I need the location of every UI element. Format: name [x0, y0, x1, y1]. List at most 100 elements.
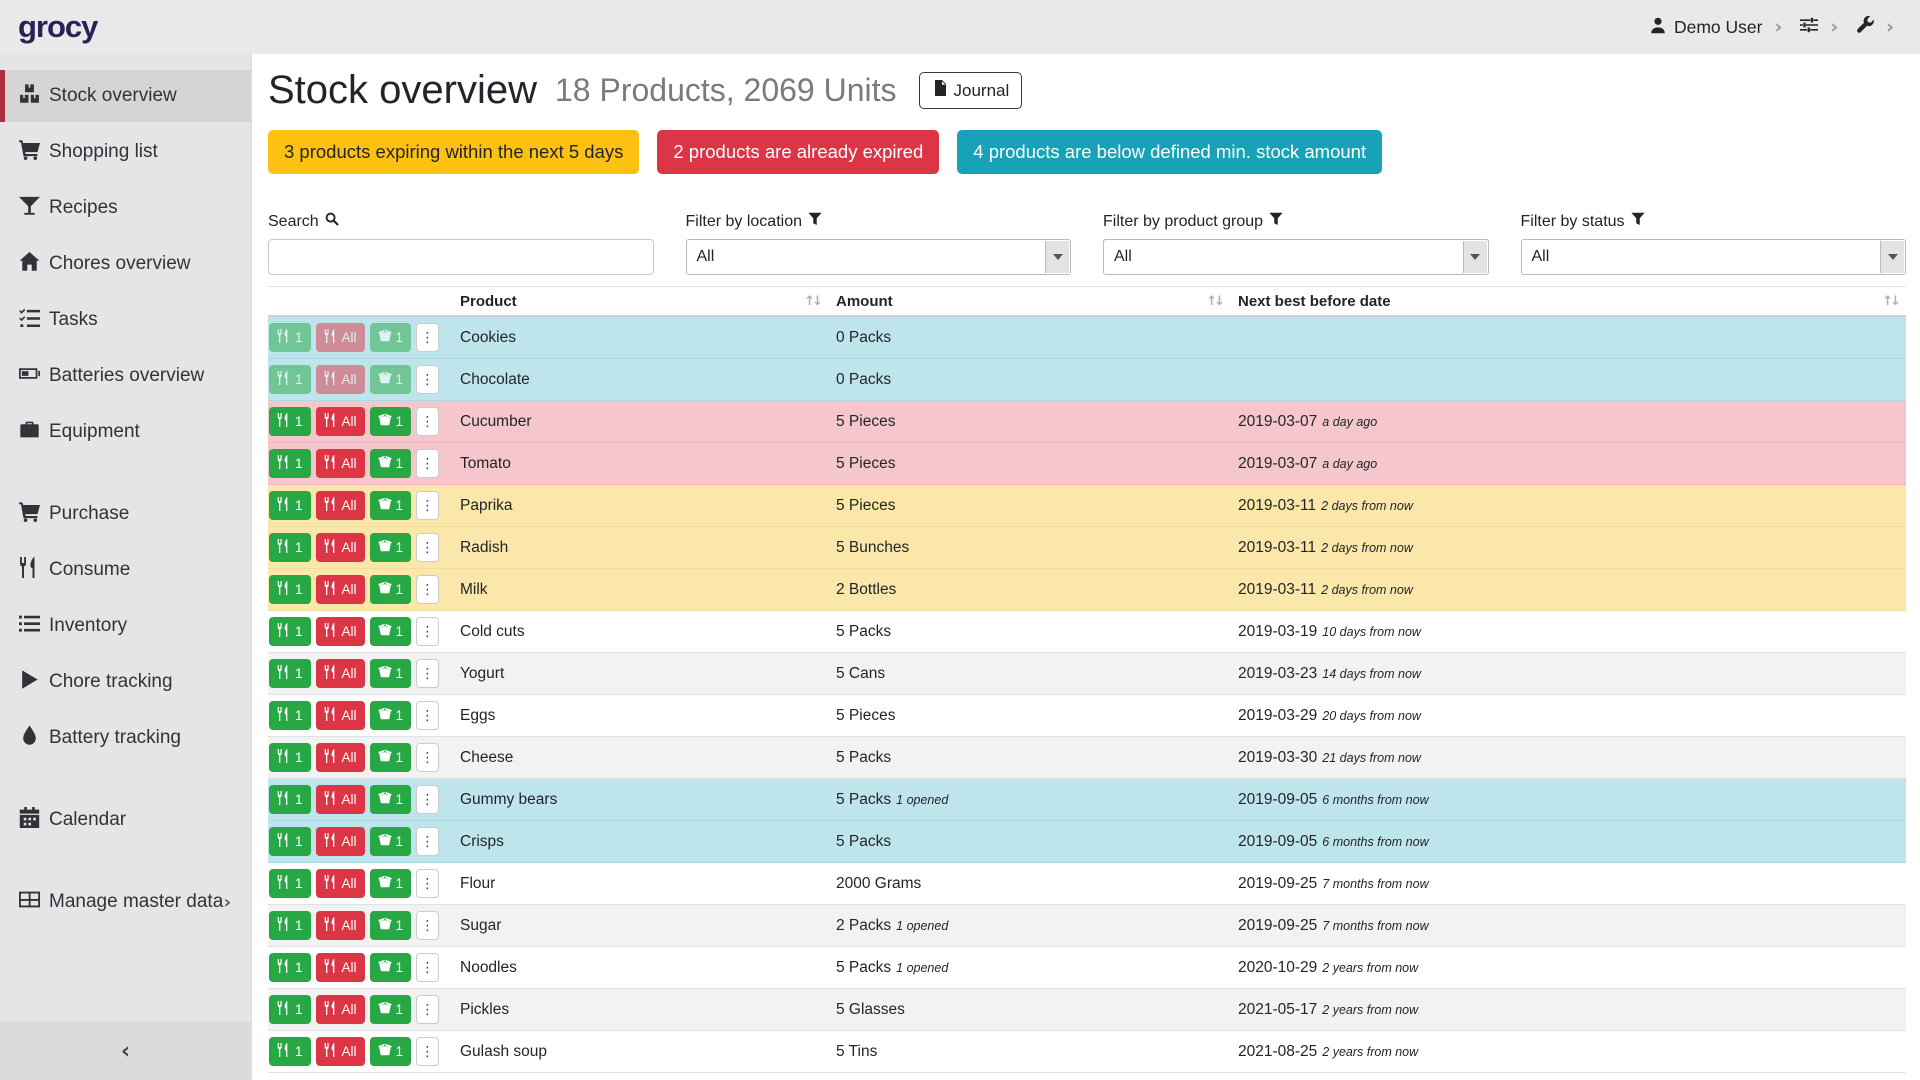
open-one-button[interactable]: 1: [370, 743, 412, 772]
expiring-alert[interactable]: 3 products expiring within the next 5 da…: [268, 130, 639, 174]
consume-one-button[interactable]: 1: [269, 323, 311, 352]
user-menu[interactable]: Demo User: [1649, 16, 1763, 39]
consume-one-button[interactable]: 1: [269, 911, 311, 940]
consume-one-button[interactable]: 1: [269, 743, 311, 772]
row-menu-button[interactable]: ⋮: [416, 323, 439, 352]
open-one-button[interactable]: 1: [370, 953, 412, 982]
admin-menu[interactable]: [1856, 16, 1874, 39]
open-one-button[interactable]: 1: [370, 869, 412, 898]
row-menu-button[interactable]: ⋮: [416, 365, 439, 394]
row-menu-button[interactable]: ⋮: [416, 869, 439, 898]
sidebar-item-consume[interactable]: Consume: [0, 544, 251, 596]
consume-all-button[interactable]: All: [316, 911, 365, 940]
consume-one-button[interactable]: 1: [269, 659, 311, 688]
chevron-right-icon[interactable]: ›: [1830, 16, 1838, 38]
open-one-button[interactable]: 1: [370, 323, 412, 352]
row-menu-button[interactable]: ⋮: [416, 491, 439, 520]
open-one-button[interactable]: 1: [370, 827, 412, 856]
product-column-header[interactable]: Product ↑↓: [452, 293, 828, 310]
consume-all-button[interactable]: All: [316, 617, 365, 646]
sidebar-item-calendar[interactable]: Calendar: [0, 794, 251, 846]
consume-all-button[interactable]: All: [316, 1037, 365, 1066]
consume-one-button[interactable]: 1: [269, 533, 311, 562]
consume-one-button[interactable]: 1: [269, 1037, 311, 1066]
sidebar-item-batteries-overview[interactable]: Batteries overview: [0, 350, 251, 402]
row-menu-button[interactable]: ⋮: [416, 827, 439, 856]
sidebar-item-stock-overview[interactable]: Stock overview: [0, 70, 251, 122]
consume-one-button[interactable]: 1: [269, 575, 311, 604]
settings-menu[interactable]: [1800, 16, 1818, 39]
consume-all-button[interactable]: All: [316, 449, 365, 478]
consume-one-button[interactable]: 1: [269, 995, 311, 1024]
row-menu-button[interactable]: ⋮: [416, 449, 439, 478]
sidebar-item-inventory[interactable]: Inventory: [0, 600, 251, 652]
sidebar-item-chores-overview[interactable]: Chores overview: [0, 238, 251, 290]
open-one-button[interactable]: 1: [370, 911, 412, 940]
location-filter-select[interactable]: All: [686, 239, 1072, 275]
consume-one-button[interactable]: 1: [269, 449, 311, 478]
open-one-button[interactable]: 1: [370, 365, 412, 394]
row-menu-button[interactable]: ⋮: [416, 1037, 439, 1066]
consume-all-button[interactable]: All: [316, 995, 365, 1024]
consume-one-button[interactable]: 1: [269, 827, 311, 856]
row-menu-button[interactable]: ⋮: [416, 995, 439, 1024]
consume-all-button[interactable]: All: [316, 659, 365, 688]
consume-one-button[interactable]: 1: [269, 701, 311, 730]
consume-all-button[interactable]: All: [316, 491, 365, 520]
consume-one-button[interactable]: 1: [269, 869, 311, 898]
consume-one-button[interactable]: 1: [269, 785, 311, 814]
sidebar-item-tasks[interactable]: Tasks: [0, 294, 251, 346]
consume-all-button[interactable]: All: [316, 575, 365, 604]
consume-all-button[interactable]: All: [316, 785, 365, 814]
sidebar-item-recipes[interactable]: Recipes: [0, 182, 251, 234]
sidebar-item-purchase[interactable]: Purchase: [0, 488, 251, 540]
consume-all-button[interactable]: All: [316, 953, 365, 982]
row-menu-button[interactable]: ⋮: [416, 407, 439, 436]
open-one-button[interactable]: 1: [370, 785, 412, 814]
row-menu-button[interactable]: ⋮: [416, 911, 439, 940]
row-menu-button[interactable]: ⋮: [416, 533, 439, 562]
consume-one-button[interactable]: 1: [269, 365, 311, 394]
open-one-button[interactable]: 1: [370, 491, 412, 520]
open-one-button[interactable]: 1: [370, 617, 412, 646]
open-one-button[interactable]: 1: [370, 1037, 412, 1066]
open-one-button[interactable]: 1: [370, 701, 412, 730]
open-one-button[interactable]: 1: [370, 407, 412, 436]
consume-one-button[interactable]: 1: [269, 407, 311, 436]
amount-column-header[interactable]: Amount ↑↓: [828, 293, 1230, 310]
consume-one-button[interactable]: 1: [269, 491, 311, 520]
consume-all-button[interactable]: All: [316, 827, 365, 856]
row-menu-button[interactable]: ⋮: [416, 743, 439, 772]
sidebar-item-chore-tracking[interactable]: Chore tracking: [0, 656, 251, 708]
consume-all-button[interactable]: All: [316, 365, 365, 394]
sidebar-item-manage-master-data[interactable]: Manage master data›: [0, 876, 251, 928]
open-one-button[interactable]: 1: [370, 533, 412, 562]
consume-all-button[interactable]: All: [316, 407, 365, 436]
sidebar-item-shopping-list[interactable]: Shopping list: [0, 126, 251, 178]
sidebar-item-equipment[interactable]: Equipment: [0, 406, 251, 458]
consume-all-button[interactable]: All: [316, 323, 365, 352]
bbd-column-header[interactable]: Next best before date ↑↓: [1230, 293, 1906, 310]
consume-all-button[interactable]: All: [316, 743, 365, 772]
row-menu-button[interactable]: ⋮: [416, 785, 439, 814]
row-menu-button[interactable]: ⋮: [416, 659, 439, 688]
chevron-right-icon[interactable]: ›: [1774, 16, 1782, 38]
row-menu-button[interactable]: ⋮: [416, 575, 439, 604]
consume-all-button[interactable]: All: [316, 869, 365, 898]
product-group-filter-select[interactable]: All: [1103, 239, 1489, 275]
row-menu-button[interactable]: ⋮: [416, 701, 439, 730]
journal-button[interactable]: Journal: [919, 72, 1023, 109]
open-one-button[interactable]: 1: [370, 575, 412, 604]
sidebar-collapse-button[interactable]: ‹: [0, 1022, 251, 1080]
search-input[interactable]: [268, 239, 654, 275]
status-filter-select[interactable]: All: [1521, 239, 1907, 275]
expired-alert[interactable]: 2 products are already expired: [657, 130, 939, 174]
open-one-button[interactable]: 1: [370, 449, 412, 478]
consume-all-button[interactable]: All: [316, 701, 365, 730]
below-min-stock-alert[interactable]: 4 products are below defined min. stock …: [957, 130, 1382, 174]
app-logo[interactable]: grocy: [18, 9, 97, 45]
open-one-button[interactable]: 1: [370, 995, 412, 1024]
row-menu-button[interactable]: ⋮: [416, 953, 439, 982]
consume-all-button[interactable]: All: [316, 533, 365, 562]
open-one-button[interactable]: 1: [370, 659, 412, 688]
